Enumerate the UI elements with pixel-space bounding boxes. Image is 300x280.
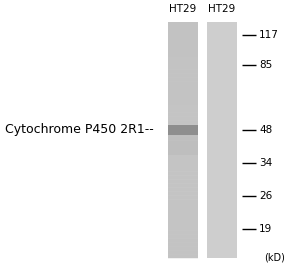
Bar <box>168 195 198 199</box>
Bar <box>168 187 198 192</box>
Bar <box>168 53 198 58</box>
Bar <box>168 50 198 54</box>
Bar <box>168 144 198 148</box>
Bar <box>168 22 198 26</box>
Bar <box>168 179 198 184</box>
Bar <box>168 120 198 125</box>
Bar <box>168 30 198 34</box>
Bar <box>168 230 198 235</box>
Bar <box>168 22 198 258</box>
Bar <box>168 46 198 50</box>
Bar <box>168 116 198 121</box>
Bar <box>168 250 198 255</box>
Bar <box>168 171 198 176</box>
Bar <box>168 113 198 117</box>
Bar <box>168 42 198 46</box>
Bar <box>168 105 198 109</box>
Bar <box>168 89 198 93</box>
Bar <box>168 207 198 211</box>
Text: 19: 19 <box>259 224 272 234</box>
Bar <box>168 34 198 38</box>
Bar <box>168 148 198 152</box>
Bar <box>168 238 198 243</box>
Bar <box>168 156 198 160</box>
Text: (kD): (kD) <box>264 252 285 262</box>
Bar <box>168 219 198 223</box>
Bar <box>168 246 198 251</box>
Bar <box>168 61 198 66</box>
Bar <box>168 136 198 141</box>
Text: HT29: HT29 <box>169 4 196 14</box>
Bar <box>168 65 198 70</box>
Text: 26: 26 <box>259 191 272 201</box>
Bar <box>168 164 198 168</box>
Bar <box>168 73 198 78</box>
Bar <box>168 85 198 89</box>
Bar <box>168 203 198 207</box>
Bar <box>168 175 198 180</box>
Bar <box>168 215 198 219</box>
Bar <box>168 97 198 101</box>
Bar <box>168 234 198 239</box>
Bar <box>168 211 198 215</box>
Text: Cytochrome P450 2R1--: Cytochrome P450 2R1-- <box>5 123 154 137</box>
Bar <box>168 109 198 113</box>
Bar <box>168 124 198 129</box>
Bar <box>168 191 198 195</box>
Bar <box>168 152 198 156</box>
Text: HT29: HT29 <box>208 4 236 14</box>
Bar <box>207 22 237 258</box>
Text: 117: 117 <box>259 30 279 40</box>
Bar <box>168 81 198 85</box>
Bar <box>168 183 198 188</box>
Bar <box>168 26 198 30</box>
Bar <box>168 199 198 204</box>
Text: 34: 34 <box>259 158 272 168</box>
Bar <box>168 93 198 97</box>
Bar <box>168 101 198 105</box>
Bar <box>168 125 198 135</box>
Text: 48: 48 <box>259 125 272 135</box>
Bar <box>168 132 198 137</box>
Bar <box>168 223 198 227</box>
Bar <box>168 77 198 81</box>
Bar <box>168 57 198 62</box>
Bar <box>168 135 198 155</box>
Bar <box>168 128 198 133</box>
Bar <box>168 160 198 164</box>
Bar <box>168 69 198 74</box>
Bar <box>168 38 198 42</box>
Bar <box>168 140 198 144</box>
Bar <box>168 242 198 247</box>
Bar <box>168 254 198 258</box>
Bar <box>168 227 198 231</box>
Bar <box>168 167 198 172</box>
Text: 85: 85 <box>259 60 272 70</box>
